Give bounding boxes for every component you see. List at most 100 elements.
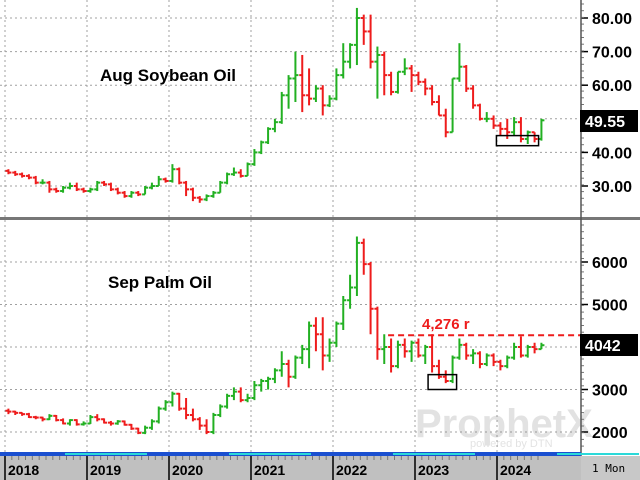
year-label: 2024: [500, 462, 531, 478]
watermark-tagline: powered by DTN: [470, 438, 553, 450]
ohlc-bar: [299, 344, 306, 364]
ohlc-bar: [476, 103, 483, 121]
ohlc-bar: [538, 342, 545, 351]
price-tick-label: 6000: [592, 255, 628, 272]
ohlc-bar: [319, 85, 326, 116]
ohlc-bar: [463, 65, 470, 92]
ohlc-bar: [169, 164, 176, 183]
ohlc-bar: [12, 410, 19, 415]
ohlc-bar: [203, 419, 210, 435]
time-axis[interactable]: 2018 2019 2020 2021 2022 2023 2024: [0, 452, 639, 480]
ohlc-bar: [25, 412, 32, 419]
ohlc-bar: [285, 359, 292, 388]
ohlc-bar: [319, 317, 326, 371]
ohlc-bar: [94, 414, 101, 422]
year-label: 2020: [172, 462, 203, 478]
time-axis-strip: [0, 456, 581, 480]
ohlc-bar: [490, 115, 497, 129]
ohlc-bar: [497, 122, 504, 136]
soybean-oil-title: Aug Soybean Oil: [100, 66, 236, 85]
ohlc-bar: [340, 296, 347, 330]
ohlc-bar: [135, 427, 142, 435]
ohlc-bar: [265, 376, 272, 390]
ohlc-bar: [435, 95, 442, 117]
ohlc-bar: [162, 177, 169, 183]
ohlc-bar: [87, 187, 94, 193]
ohlc-bar: [429, 334, 436, 373]
year-label: 2019: [90, 462, 121, 478]
ohlc-bar: [415, 338, 422, 358]
ohlc-bar: [312, 85, 319, 102]
interval-label[interactable]: 1 Mon: [592, 462, 625, 475]
ohlc-bar: [53, 414, 60, 422]
ohlc-bar: [497, 359, 504, 371]
year-label: 2021: [254, 462, 285, 478]
timeline-segment: [65, 453, 147, 455]
ohlc-bar: [128, 423, 135, 430]
ohlc-bar: [114, 187, 121, 195]
year-label: 2023: [418, 462, 449, 478]
ohlc-bar: [463, 342, 470, 360]
price-tick-label: 30.00: [592, 179, 632, 196]
ohlc-bar: [394, 70, 401, 94]
ohlc-bar: [422, 344, 429, 364]
timeline-segment: [393, 453, 475, 455]
ohlc-bar: [285, 75, 292, 109]
ohlc-bar: [326, 95, 333, 108]
ohlc-bar: [511, 342, 518, 360]
ohlc-bar: [271, 118, 278, 133]
ohlc-bar: [203, 194, 210, 202]
ohlc-bar: [306, 321, 313, 369]
ohlc-bar: [237, 387, 244, 403]
ohlc-bar: [135, 191, 142, 197]
ohlc-bar: [374, 306, 381, 360]
ohlc-bar: [483, 353, 490, 367]
ohlc-bar: [183, 180, 190, 197]
price-tick-label: 2000: [592, 425, 628, 442]
ohlc-bar: [230, 167, 237, 176]
ohlc-bar: [101, 180, 108, 186]
ohlc-bar: [101, 418, 108, 424]
ohlc-bar: [258, 378, 265, 392]
ohlc-bar: [19, 172, 26, 178]
ohlc-bar: [60, 186, 67, 193]
ohlc-bar: [155, 175, 162, 187]
ohlc-bar: [66, 182, 73, 190]
ohlc-bar: [183, 398, 190, 420]
ohlc-bar: [107, 182, 114, 192]
ohlc-bar: [415, 71, 422, 86]
ohlc-bar: [107, 420, 114, 426]
ohlc-bar: [326, 338, 333, 362]
ohlc-bar: [19, 411, 26, 416]
ohlc-bar: [388, 338, 395, 373]
ohlc-bar: [73, 419, 80, 426]
ohlc-bar: [531, 131, 538, 143]
ohlc-bar: [429, 85, 436, 106]
ohlc-bar: [340, 43, 347, 79]
ohlc-bar: [32, 415, 39, 420]
ohlc-bar: [148, 419, 155, 430]
ohlc-bar: [517, 117, 524, 143]
price-tick-label: 70.00: [592, 45, 632, 62]
soybean-last-price: 49.55: [585, 114, 625, 131]
ohlc-bar: [46, 180, 53, 193]
ohlc-bar: [251, 149, 258, 166]
ohlc-bar: [46, 414, 53, 421]
ohlc-bar: [114, 420, 121, 425]
ohlc-bar: [347, 43, 354, 69]
ohlc-bar: [196, 417, 203, 430]
highlight-box: [427, 373, 458, 391]
ohlc-bar: [73, 182, 80, 192]
soybean-last-price-tag: [580, 110, 638, 132]
ohlc-bar: [517, 336, 524, 358]
ohlc-bar: [251, 381, 258, 401]
ohlc-bar: [210, 412, 217, 435]
palm-oil-title: Sep Palm Oil: [108, 273, 212, 292]
ohlc-bar: [121, 191, 128, 198]
ohlc-bar: [470, 85, 477, 109]
ohlc-bar: [87, 415, 94, 425]
interval-box[interactable]: [581, 456, 640, 480]
ohlc-bar: [456, 338, 463, 360]
